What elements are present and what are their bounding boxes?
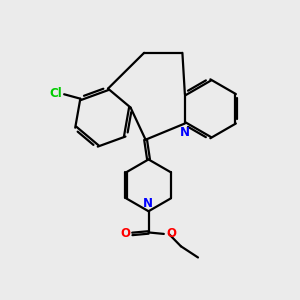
Text: O: O [120,227,130,240]
Text: N: N [143,197,153,210]
Text: Cl: Cl [49,87,62,100]
Text: N: N [180,126,190,139]
Text: O: O [166,227,176,240]
